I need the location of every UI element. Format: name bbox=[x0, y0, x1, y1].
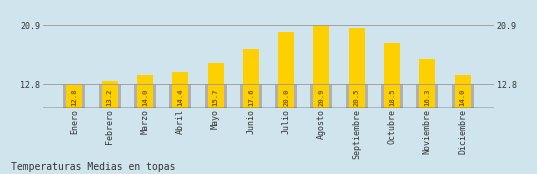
Bar bbox=[416, 84, 438, 108]
Bar bbox=[275, 84, 297, 108]
Bar bbox=[205, 84, 227, 108]
Text: 20.0: 20.0 bbox=[283, 89, 289, 106]
Bar bbox=[99, 84, 121, 108]
Text: 18.5: 18.5 bbox=[389, 89, 395, 106]
Bar bbox=[67, 84, 82, 108]
Bar bbox=[208, 63, 223, 108]
Text: 17.6: 17.6 bbox=[248, 89, 254, 106]
Text: 14.4: 14.4 bbox=[177, 89, 183, 106]
Text: 15.7: 15.7 bbox=[213, 89, 219, 106]
Bar bbox=[101, 81, 118, 108]
Bar bbox=[63, 84, 85, 108]
Text: 20.5: 20.5 bbox=[354, 89, 360, 106]
Text: 16.3: 16.3 bbox=[424, 89, 430, 106]
Bar bbox=[240, 84, 262, 108]
Text: 13.2: 13.2 bbox=[107, 89, 113, 106]
Text: 14.0: 14.0 bbox=[142, 89, 148, 106]
Bar bbox=[419, 59, 436, 108]
Bar bbox=[384, 43, 400, 108]
Bar bbox=[346, 84, 368, 108]
Bar bbox=[137, 75, 153, 108]
Bar bbox=[278, 32, 294, 108]
Bar bbox=[455, 75, 470, 108]
Text: 14.0: 14.0 bbox=[460, 89, 466, 106]
Bar bbox=[169, 84, 191, 108]
Bar bbox=[310, 84, 332, 108]
Text: 12.8: 12.8 bbox=[71, 89, 77, 106]
Bar bbox=[243, 49, 259, 108]
Bar bbox=[349, 28, 365, 108]
Bar bbox=[381, 84, 403, 108]
Bar bbox=[134, 84, 156, 108]
Bar bbox=[452, 84, 474, 108]
Bar bbox=[172, 72, 188, 108]
Text: 20.9: 20.9 bbox=[318, 89, 324, 106]
Bar bbox=[314, 25, 329, 108]
Text: Temperaturas Medias en topas: Temperaturas Medias en topas bbox=[11, 162, 175, 172]
